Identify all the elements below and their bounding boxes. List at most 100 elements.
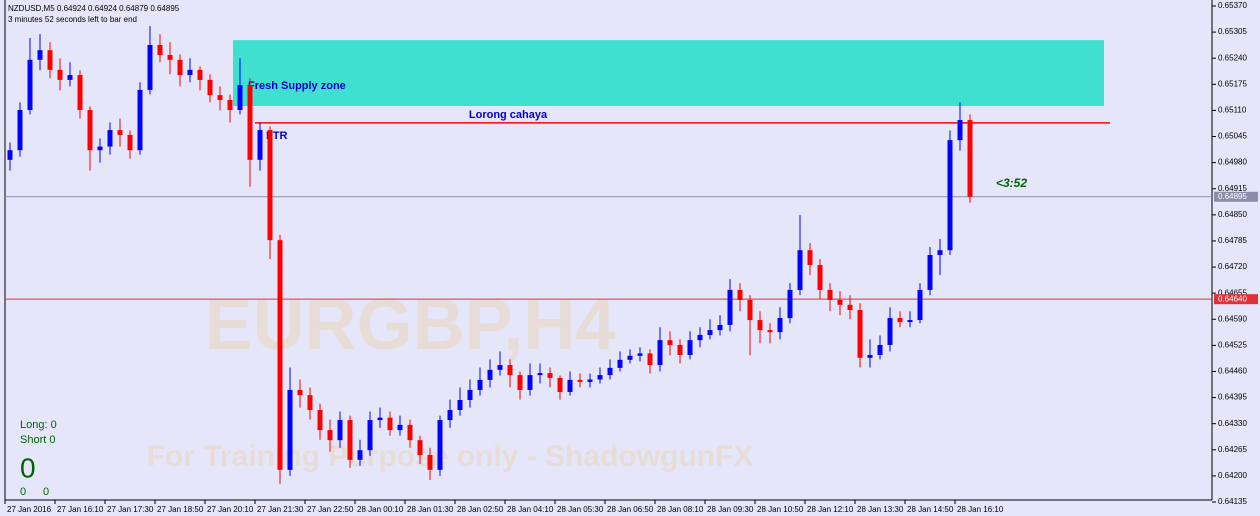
y-tick-label: 0.64720 (1218, 262, 1247, 271)
candle-body (257, 130, 263, 160)
candle-body (157, 44, 163, 55)
candle-body (117, 130, 123, 135)
candle-body (787, 289, 793, 319)
candle-body (777, 318, 783, 333)
candle-body (217, 95, 223, 100)
candle-body (627, 355, 633, 360)
x-tick-label: 28 Jan 05:30 (557, 505, 604, 514)
candle-body (337, 420, 343, 441)
counter-b: 0 (43, 486, 49, 498)
candle-body (907, 320, 913, 323)
candle-body (37, 50, 43, 60)
y-tick-label: 0.65110 (1218, 106, 1247, 115)
candle-body (917, 289, 923, 321)
candle-body (947, 140, 953, 251)
candle-body (527, 375, 533, 390)
candle-body (927, 255, 933, 290)
candle-body (77, 75, 83, 111)
candle-body (717, 324, 723, 331)
header: NZDUSD,M5 0.64924 0.64924 0.64879 0.6489… (8, 4, 180, 13)
y-tick-label: 0.65045 (1218, 132, 1247, 141)
candle-body (937, 250, 943, 256)
candle-body (707, 330, 713, 335)
candle-body (737, 289, 743, 300)
total-counter: 0 (20, 452, 36, 483)
candle-body (877, 344, 883, 356)
candle-body (147, 44, 153, 90)
candle-body (197, 69, 203, 80)
x-tick-label: 27 Jan 17:30 (107, 505, 154, 514)
y-tick-label: 0.64980 (1218, 158, 1247, 167)
long-counter: Long: 0 (20, 419, 57, 431)
candle-body (537, 373, 543, 376)
x-tick-label: 28 Jan 08:10 (657, 505, 704, 514)
candle-body (807, 250, 813, 266)
footer-watermark: For Training Purpose only - ShadowgunFX (147, 440, 754, 473)
y-tick-label: 0.64460 (1218, 367, 1247, 376)
candle-body (687, 340, 693, 356)
y-tick-label: 0.64135 (1218, 497, 1247, 506)
candle-body (327, 430, 333, 441)
candle-body (967, 120, 973, 197)
counter-a: 0 (20, 486, 26, 498)
candle-body (637, 353, 643, 356)
candle-body (747, 299, 753, 321)
price-tag-label: 0.64640 (1218, 294, 1247, 303)
candle-body (187, 69, 193, 76)
x-tick-label: 28 Jan 09:30 (707, 505, 754, 514)
candle-body (347, 420, 353, 460)
candle-body (277, 240, 283, 470)
candle-body (237, 85, 243, 111)
candle-body (127, 134, 133, 151)
trendline-label: Lorong cahaya (469, 109, 548, 121)
y-tick-label: 0.64200 (1218, 471, 1247, 480)
watermark: EURGBP,H4 (205, 285, 616, 365)
candle-body (227, 99, 233, 111)
short-counter: Short 0 (20, 434, 55, 446)
price-tag (1214, 294, 1258, 305)
candle-body (7, 150, 13, 160)
candle-body (797, 250, 803, 290)
candle-body (557, 377, 563, 392)
candle-body (487, 369, 493, 380)
candle-body (387, 417, 393, 431)
y-tick-label: 0.65370 (1218, 1, 1247, 10)
y-tick-label: 0.64395 (1218, 393, 1247, 402)
price-tag (1214, 191, 1258, 202)
candle-body (857, 310, 863, 358)
candle-body (377, 417, 383, 421)
y-tick-label: 0.65240 (1218, 53, 1247, 62)
candle-body (667, 340, 673, 345)
candle-body (297, 389, 303, 396)
y-tick-label: 0.64525 (1218, 340, 1247, 349)
candle-body (97, 146, 103, 151)
x-tick-label: 27 Jan 20:10 (207, 505, 254, 514)
candle-body (697, 334, 703, 341)
candle-body (437, 420, 443, 470)
x-tick-label: 28 Jan 14:50 (907, 505, 954, 514)
candle-body (287, 389, 293, 470)
y-tick-label: 0.64915 (1218, 184, 1247, 193)
x-tick-label: 28 Jan 04:10 (507, 505, 554, 514)
candle-body (847, 304, 853, 311)
candle-body (107, 130, 113, 147)
candle-body (177, 59, 183, 76)
zone-label: Fresh Supply zone (248, 80, 346, 92)
candle-body (837, 299, 843, 305)
subheader: 3 minutes 52 seconds left to bar end (8, 15, 137, 24)
candle-body (597, 375, 603, 380)
candle-body (367, 420, 373, 451)
candle-body (417, 440, 423, 456)
y-tick-label: 0.64850 (1218, 210, 1247, 219)
x-tick-label: 27 Jan 18:50 (157, 505, 204, 514)
candle-body (887, 318, 893, 345)
candle-body (407, 424, 413, 441)
candle-body (207, 79, 213, 96)
candle-body (587, 379, 593, 382)
y-tick-label: 0.64590 (1218, 314, 1247, 323)
candle-body (577, 379, 583, 382)
candle-body (467, 389, 473, 400)
y-tick-label: 0.65175 (1218, 79, 1247, 88)
y-tick-label: 0.64655 (1218, 288, 1247, 297)
